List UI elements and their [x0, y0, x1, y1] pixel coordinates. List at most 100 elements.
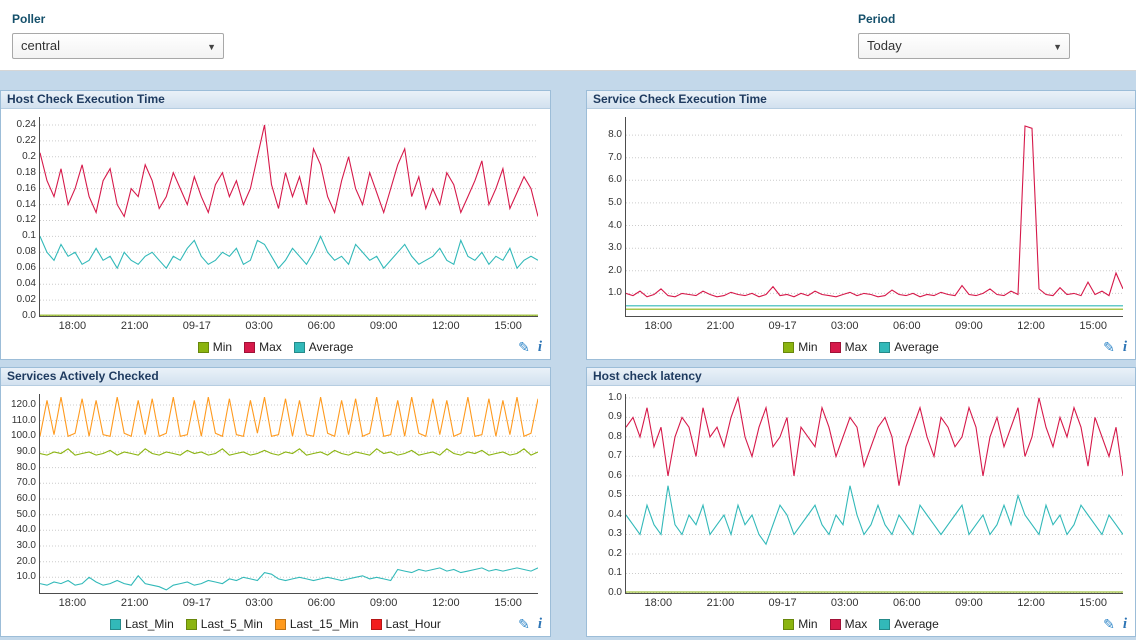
- legend-item: Last_15_Min: [274, 617, 359, 631]
- x-axis-tick-label: 03:00: [245, 597, 273, 609]
- legend-label: Last_5_Min: [200, 617, 263, 631]
- poller-select-value: central: [21, 38, 61, 53]
- y-axis-tick-label: 20.0: [16, 555, 36, 567]
- x-axis-tick-label: 18:00: [58, 320, 87, 332]
- legend-swatch: [783, 341, 795, 353]
- legend-label: Last_15_Min: [289, 617, 359, 631]
- legend-swatch: [185, 618, 197, 630]
- series-max: [40, 124, 538, 218]
- y-axis-tick-label: 7.0: [608, 151, 622, 163]
- legend-swatch: [370, 618, 382, 630]
- edit-pencil-icon[interactable]: ✎: [1103, 616, 1115, 632]
- series-last_5_min: [40, 448, 538, 456]
- x-axis-tick-label: 09:00: [955, 597, 983, 609]
- legend: Min Max Average: [783, 340, 939, 354]
- y-axis-tick-label: 5.0: [608, 196, 622, 208]
- y-axis-tick-label: 0.2: [22, 150, 36, 162]
- chevron-down-icon: ▼: [207, 42, 216, 52]
- y-axis-tick-label: 0.6: [608, 469, 622, 481]
- period-label: Period: [858, 12, 896, 26]
- chart-canvas: [40, 396, 538, 591]
- y-axis-tick-label: 80.0: [16, 461, 36, 473]
- x-axis-tick-label: 21:00: [120, 597, 149, 609]
- x-axis-tick-label: 09:00: [369, 597, 398, 609]
- legend-swatch: [293, 341, 305, 353]
- x-axis-tick-label: 09-17: [182, 320, 211, 332]
- y-axis-tick-label: 6.0: [608, 174, 622, 186]
- edit-pencil-icon[interactable]: ✎: [518, 339, 530, 355]
- legend-label: Last_Min: [125, 617, 174, 631]
- x-axis-tick-label: 06:00: [307, 320, 336, 332]
- y-axis-tick-label: 3.0: [608, 242, 622, 254]
- y-axis-tick-label: 0.7: [608, 450, 622, 462]
- y-axis-tick-label: 0.1: [22, 230, 36, 242]
- y-axis-tick-label: 70.0: [16, 477, 36, 489]
- y-axis-tick-label: 0.8: [608, 430, 622, 442]
- legend-swatch: [829, 618, 841, 630]
- x-axis-tick-label: 18:00: [58, 597, 87, 609]
- panel-footer: Min Max Average ✎ i: [1, 335, 550, 359]
- y-axis-tick-label: 2.0: [608, 264, 622, 276]
- y-axis-tick-label: 120.0: [10, 398, 36, 410]
- y-axis-tick-label: 90.0: [16, 445, 36, 457]
- legend-label: Max: [844, 617, 868, 631]
- plot-area: 0.24 0.22 0.2 0.18 0.16 0.14 0.12 0.1 0.08 0.06 0.…: [17, 117, 538, 332]
- x-axis-tick-label: 21:00: [706, 320, 735, 332]
- period-select[interactable]: Today ▼: [858, 33, 1070, 59]
- x-axis-tick-label: 06:00: [893, 320, 921, 332]
- series-max: [626, 125, 1123, 298]
- legend-item: Max: [829, 617, 868, 631]
- y-axis-tick-label: 10.0: [16, 571, 36, 583]
- y-axis-tick-label: 0.06: [16, 262, 36, 274]
- info-icon[interactable]: i: [537, 338, 542, 355]
- panel-service-check-execution-time: Service Check Execution Time 8.0 7.0 6.0 5.…: [586, 90, 1136, 360]
- series-last_min: [40, 567, 538, 591]
- footer-icons: ✎ i: [1103, 612, 1127, 636]
- y-axis-tick-label: 0.0: [608, 587, 622, 598]
- legend-label: Last_Hour: [385, 617, 441, 631]
- y-axis-tick-label: 0.08: [16, 246, 36, 258]
- chart-area: 120.0 110.0 100.0 90.0 80.0 70.0 60.0 50.0 40.0 3…: [3, 390, 540, 612]
- x-axis-tick-label: 09-17: [182, 597, 211, 609]
- legend-item: Min: [197, 340, 232, 354]
- info-icon[interactable]: i: [1122, 615, 1127, 632]
- y-axis-tick-label: 0.22: [16, 134, 36, 146]
- info-icon[interactable]: i: [1122, 338, 1127, 355]
- footer-icons: ✎ i: [1103, 335, 1127, 359]
- legend-label: Max: [844, 340, 868, 354]
- x-axis-tick-label: 09:00: [369, 320, 398, 332]
- x-axis-tick-label: 18:00: [644, 597, 673, 609]
- x-axis-tick-label: 03:00: [245, 320, 273, 332]
- y-axis-tick-label: 1.0: [608, 287, 622, 299]
- legend-item: Last_5_Min: [185, 617, 263, 631]
- plot-area: 120.0 110.0 100.0 90.0 80.0 70.0 60.0 50.0 40.0 3…: [11, 394, 538, 609]
- legend-swatch: [274, 618, 286, 630]
- x-axis-tick-label: 15:00: [494, 320, 522, 332]
- panel-title: Services Actively Checked: [1, 368, 550, 386]
- legend-item: Average: [879, 617, 939, 631]
- y-axis-tick-label: 40.0: [16, 524, 36, 536]
- x-axis-tick-label: 12:00: [1017, 597, 1045, 609]
- panel-footer: Min Max Average ✎ i: [587, 335, 1135, 359]
- legend-label: Average: [308, 340, 354, 354]
- x-axis-tick-label: 09-17: [768, 597, 797, 609]
- edit-pencil-icon[interactable]: ✎: [518, 616, 530, 632]
- y-axis-tick-label: 0.4: [608, 508, 622, 520]
- x-axis-tick-label: 03:00: [830, 597, 859, 609]
- legend-label: Average: [894, 340, 939, 354]
- y-axis-tick-label: 0.2: [608, 547, 622, 559]
- y-axis-tick-label: 0.3: [608, 528, 622, 540]
- info-icon[interactable]: i: [537, 615, 542, 632]
- y-axis-tick-label: 8.0: [608, 129, 622, 141]
- filter-bar: Poller central ▼ Period Today ▼: [0, 0, 1136, 71]
- y-axis-tick-label: 60.0: [16, 492, 36, 504]
- legend: Last_Min Last_5_Min Last_15_Min Last_Hour: [110, 617, 441, 631]
- edit-pencil-icon[interactable]: ✎: [1103, 339, 1115, 355]
- y-axis-tick-label: 0.0: [22, 310, 36, 321]
- panel-footer: Last_Min Last_5_Min Last_15_Min Last_Hour ✎…: [1, 612, 550, 636]
- chart-area: 0.24 0.22 0.2 0.18 0.16 0.14 0.12 0.1 0.08 0.06 0.…: [3, 113, 540, 335]
- panel-services-actively-checked: Services Actively Checked 120.0 110.0 100.…: [0, 367, 551, 637]
- poller-select[interactable]: central ▼: [12, 33, 224, 59]
- legend-label: Min: [798, 340, 818, 354]
- x-axis-tick-label: 15:00: [1079, 597, 1107, 609]
